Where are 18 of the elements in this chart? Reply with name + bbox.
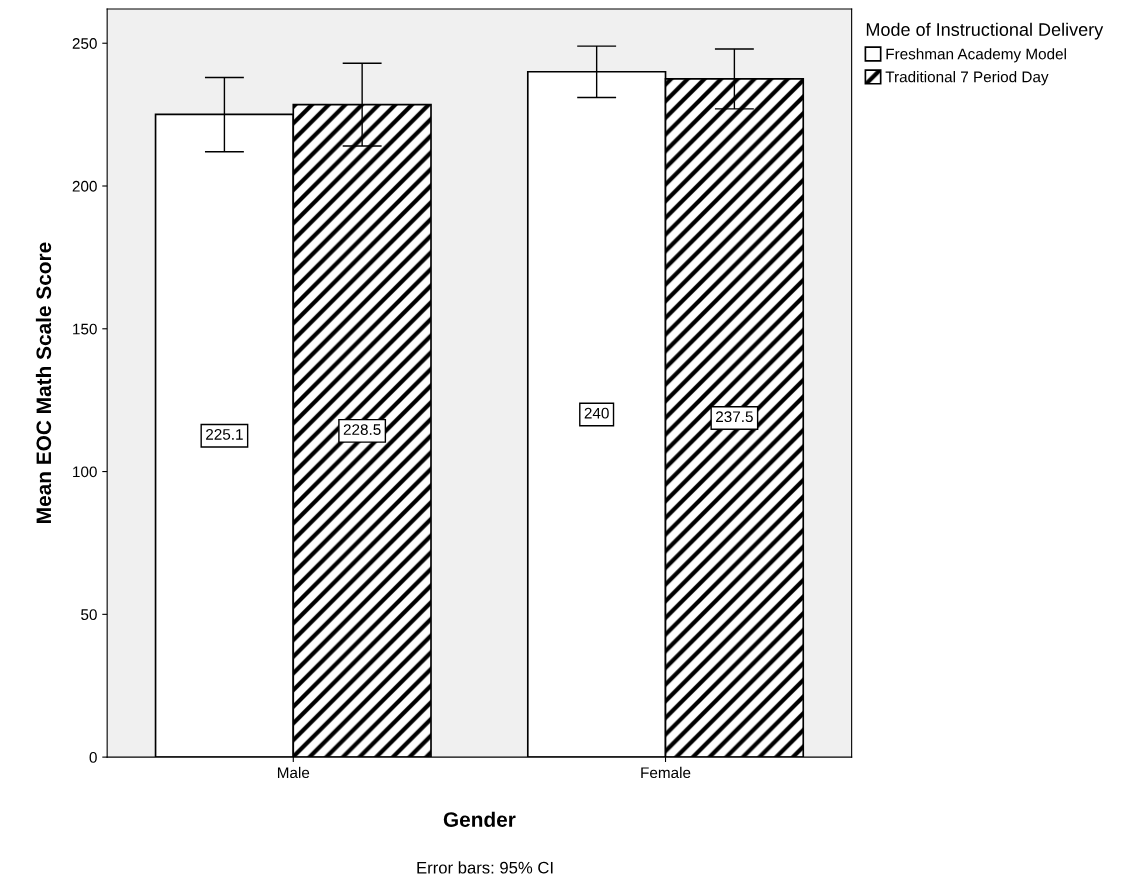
data-label: 240: [584, 407, 609, 419]
text: Error bars: 95% CI: [417, 861, 553, 874]
y-tick-label: 150: [73, 323, 97, 335]
y-tick-label: 200: [72, 180, 97, 192]
data-label: 237.5: [716, 411, 753, 423]
data-label: 225.1: [206, 429, 243, 440]
y-tick-label: 0: [89, 751, 97, 763]
x-axis-title: Gender: [443, 811, 516, 827]
x-tick-label: Female: [641, 766, 691, 779]
y-tick-label: 250: [72, 38, 97, 49]
legend-title: Mode of Instructional Delivery: [866, 22, 1104, 40]
y-tick-label: 50: [81, 609, 97, 621]
data-label: 228.5: [343, 424, 381, 435]
x-tick-label: Male: [277, 766, 310, 779]
y-tick-label: 100: [73, 466, 97, 478]
y-axis-title: Mean EOC Math Scale Score: [35, 242, 52, 523]
legend-label: Traditional 7 Period Day: [885, 71, 1049, 86]
legend-label: Freshman Academy Model: [886, 48, 1066, 63]
